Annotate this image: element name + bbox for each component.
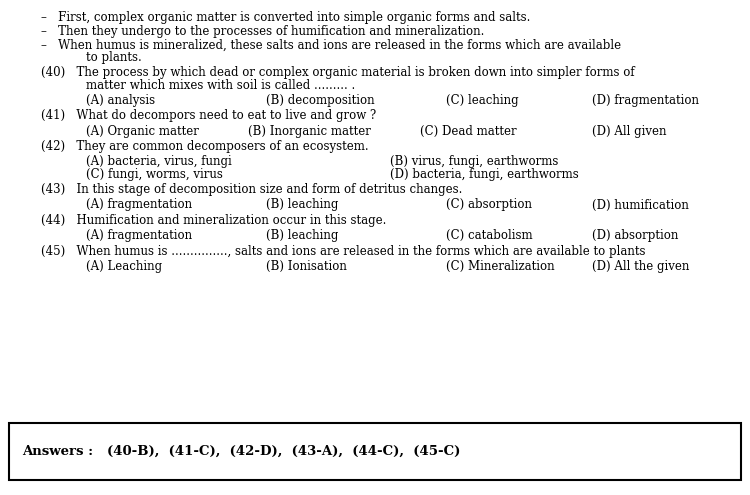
Text: (C) catabolism: (C) catabolism (446, 229, 532, 242)
Text: (D) All given: (D) All given (592, 125, 667, 138)
Text: (C) Dead matter: (C) Dead matter (420, 125, 517, 138)
Text: (C) fungi, worms, virus: (C) fungi, worms, virus (86, 168, 224, 181)
Text: (A) bacteria, virus, fungi: (A) bacteria, virus, fungi (86, 155, 232, 168)
Text: (A) fragmentation: (A) fragmentation (86, 198, 192, 211)
Text: (D) absorption: (D) absorption (592, 229, 679, 242)
Text: (B) Ionisation: (B) Ionisation (266, 260, 347, 273)
Text: (41)   What do decompors need to eat to live and grow ?: (41) What do decompors need to eat to li… (41, 109, 376, 122)
Text: (A) fragmentation: (A) fragmentation (86, 229, 192, 242)
Text: (C) Mineralization: (C) Mineralization (446, 260, 555, 273)
Text: (44)   Humification and mineralization occur in this stage.: (44) Humification and mineralization occ… (41, 214, 387, 227)
Text: (B) virus, fungi, earthworms: (B) virus, fungi, earthworms (390, 155, 558, 168)
Text: (40)   The process by which dead or complex organic material is broken down into: (40) The process by which dead or comple… (41, 66, 634, 79)
Text: (45)   When humus is ..............., salts and ions are released in the forms w: (45) When humus is ..............., salt… (41, 245, 646, 257)
Text: matter which mixes with soil is called ......... .: matter which mixes with soil is called .… (86, 79, 356, 92)
Text: (C) leaching: (C) leaching (446, 94, 519, 107)
Text: Answers :   (40-B),  (41-C),  (42-D),  (43-A),  (44-C),  (45-C): Answers : (40-B), (41-C), (42-D), (43-A)… (22, 445, 460, 458)
Text: (42)   They are common decomposers of an ecosystem.: (42) They are common decomposers of an e… (41, 140, 369, 153)
Text: (A) Organic matter: (A) Organic matter (86, 125, 200, 138)
Text: –   Then they undergo to the processes of humification and mineralization.: – Then they undergo to the processes of … (41, 25, 484, 38)
Text: (B) leaching: (B) leaching (266, 229, 339, 242)
Text: (B) leaching: (B) leaching (266, 198, 339, 211)
Text: to plants.: to plants. (86, 51, 142, 64)
Text: –   When humus is mineralized, these salts and ions are released in the forms wh: – When humus is mineralized, these salts… (41, 39, 621, 51)
Text: (D) humification: (D) humification (592, 198, 689, 211)
Text: (C) absorption: (C) absorption (446, 198, 532, 211)
Text: (B) decomposition: (B) decomposition (266, 94, 375, 107)
Text: –   First, complex organic matter is converted into simple organic forms and sal: – First, complex organic matter is conve… (41, 11, 531, 24)
Text: (D) bacteria, fungi, earthworms: (D) bacteria, fungi, earthworms (390, 168, 579, 181)
Text: (D) All the given: (D) All the given (592, 260, 690, 273)
Text: (A) analysis: (A) analysis (86, 94, 155, 107)
Text: (D) fragmentation: (D) fragmentation (592, 94, 700, 107)
Text: (B) Inorganic matter: (B) Inorganic matter (248, 125, 370, 138)
Text: (43)   In this stage of decomposition size and form of detritus changes.: (43) In this stage of decomposition size… (41, 183, 463, 196)
Text: (A) Leaching: (A) Leaching (86, 260, 162, 273)
